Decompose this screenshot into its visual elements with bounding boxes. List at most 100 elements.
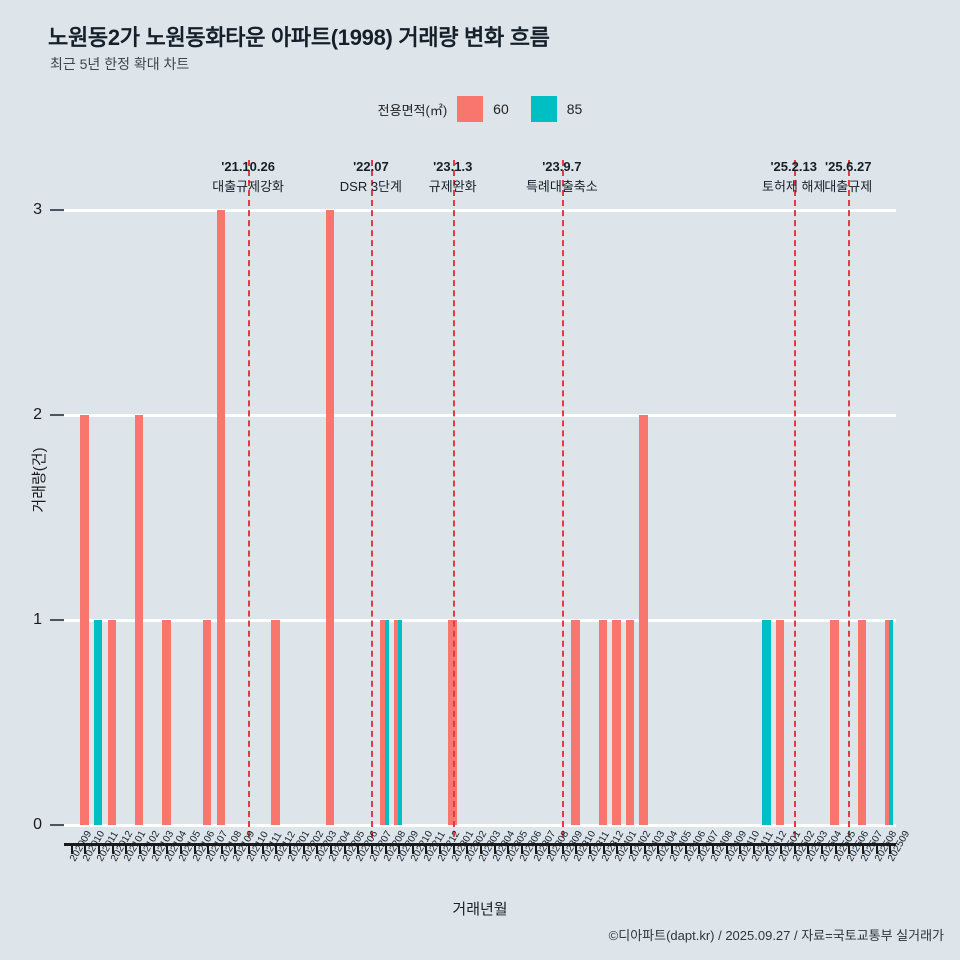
x-tick-mark	[739, 843, 742, 854]
bar-202204-60[interactable]	[325, 210, 335, 825]
event-date: '22.07	[353, 159, 389, 174]
x-tick-mark	[302, 843, 305, 854]
event-date: '25.2.13	[770, 159, 817, 174]
event-label: DSR 3단계	[339, 179, 402, 195]
bar-202104-60[interactable]	[162, 620, 171, 825]
bar-202209-85[interactable]	[398, 620, 403, 825]
event-line-202110	[248, 160, 251, 837]
x-tick-mark	[616, 843, 619, 854]
x-tick-mark	[520, 843, 523, 854]
bar-202412-85[interactable]	[762, 620, 771, 825]
event-label: 규제완화	[428, 179, 477, 195]
bar-202209-60[interactable]	[393, 620, 399, 825]
gridline	[64, 208, 896, 212]
event-label: 대출규제	[824, 179, 873, 195]
x-tick-mark	[193, 843, 196, 854]
bar-202509-60[interactable]	[884, 620, 890, 825]
x-tick-mark	[507, 843, 510, 854]
x-tick-mark	[411, 843, 414, 854]
x-tick-mark	[261, 843, 264, 854]
bar-202507-60[interactable]	[857, 620, 867, 825]
y-tick-label: 1	[33, 611, 42, 628]
bar-202401-60[interactable]	[612, 620, 621, 825]
page-subtitle: 최근 5년 한정 확대 차트	[50, 56, 190, 72]
x-tick-mark	[752, 843, 755, 854]
bar-202301-60[interactable]	[448, 620, 457, 825]
bar-202010-60[interactable]	[80, 415, 89, 825]
y-tick-label: 2	[33, 406, 42, 423]
x-tick-mark	[452, 843, 455, 854]
bar-202509-85[interactable]	[889, 620, 894, 825]
x-tick-mark	[875, 843, 878, 854]
event-line-202207	[370, 160, 373, 837]
x-tick-mark	[684, 843, 687, 854]
x-tick-mark	[793, 843, 796, 854]
bar-202403-60[interactable]	[639, 415, 648, 825]
x-tick-mark	[602, 843, 605, 854]
bar-202501-60[interactable]	[775, 620, 785, 825]
event-line-202309	[561, 160, 564, 837]
event-label: 특례대출축소	[525, 179, 598, 195]
bar-202312-60[interactable]	[598, 620, 607, 825]
x-tick-mark	[889, 843, 892, 854]
event-line-202301	[452, 160, 455, 837]
x-tick-mark	[780, 843, 783, 854]
event-date: '23.9.7	[542, 159, 582, 174]
bar-202310-60[interactable]	[571, 620, 580, 825]
bar-202102-60[interactable]	[134, 415, 144, 825]
bar-202108-60[interactable]	[216, 210, 226, 825]
x-tick-mark	[820, 843, 823, 854]
bar-202107-60[interactable]	[202, 620, 212, 825]
event-annotation-202301: '23.1.3 규제완화	[429, 157, 477, 197]
x-tick-mark	[589, 843, 592, 854]
bar-202112-60[interactable]	[271, 620, 280, 825]
x-tick-mark	[329, 843, 332, 854]
x-tick-mark	[220, 843, 223, 854]
x-tick-mark	[289, 843, 292, 854]
x-tick-mark	[534, 843, 537, 854]
x-tick-mark	[480, 843, 482, 854]
x-tick-mark	[861, 843, 864, 854]
x-tick-mark	[179, 843, 182, 854]
x-tick-mark	[70, 843, 73, 854]
event-line-202506	[848, 160, 851, 837]
y-tick-mark	[50, 619, 64, 621]
bar-202208-60[interactable]	[380, 620, 385, 825]
x-tick-mark	[248, 843, 251, 854]
x-tick-mark	[807, 843, 810, 854]
gridline	[64, 618, 896, 622]
bar-202402-60[interactable]	[625, 620, 635, 825]
gridline	[64, 413, 896, 417]
legend: 전용면적(㎡) 60 85	[0, 96, 960, 122]
x-tick-mark	[370, 843, 373, 854]
x-tick-mark	[834, 843, 837, 854]
x-tick-mark	[316, 843, 319, 854]
x-tick-mark	[275, 843, 278, 854]
event-date: '25.6.27	[825, 159, 872, 174]
y-tick-mark	[50, 209, 64, 211]
x-tick-mark	[152, 843, 155, 854]
page-title: 노원동2가 노원동화타운 아파트(1998) 거래량 변화 흐름	[48, 25, 550, 50]
x-tick-mark	[234, 843, 237, 854]
bar-202208-85[interactable]	[384, 620, 389, 825]
bar-202011-85[interactable]	[93, 620, 103, 825]
y-tick-label: 3	[33, 201, 42, 218]
x-tick-mark	[548, 843, 551, 854]
event-label: 토허제 해제	[761, 179, 826, 195]
x-tick-mark	[139, 843, 142, 854]
x-tick-mark	[125, 843, 128, 854]
footer-credit: ©디아파트(dapt.kr) / 2025.09.27 / 자료=국토교통부 실…	[608, 928, 944, 943]
y-tick-mark	[50, 414, 64, 416]
legend-swatch-60	[457, 96, 484, 122]
x-axis-title: 거래년월	[452, 901, 508, 918]
x-tick-mark	[575, 843, 578, 854]
bar-202505-60[interactable]	[830, 620, 839, 825]
x-tick-mark	[630, 843, 633, 854]
x-tick-mark	[98, 843, 101, 854]
bar-202012-60[interactable]	[107, 620, 116, 825]
x-tick-mark	[111, 843, 114, 854]
event-annotation-202502: '25.2.13 토허제 해제	[762, 157, 825, 197]
event-annotation-202309: '23.9.7 특례대출축소	[526, 157, 598, 197]
x-tick-mark	[425, 843, 428, 854]
x-tick-mark	[643, 843, 646, 854]
